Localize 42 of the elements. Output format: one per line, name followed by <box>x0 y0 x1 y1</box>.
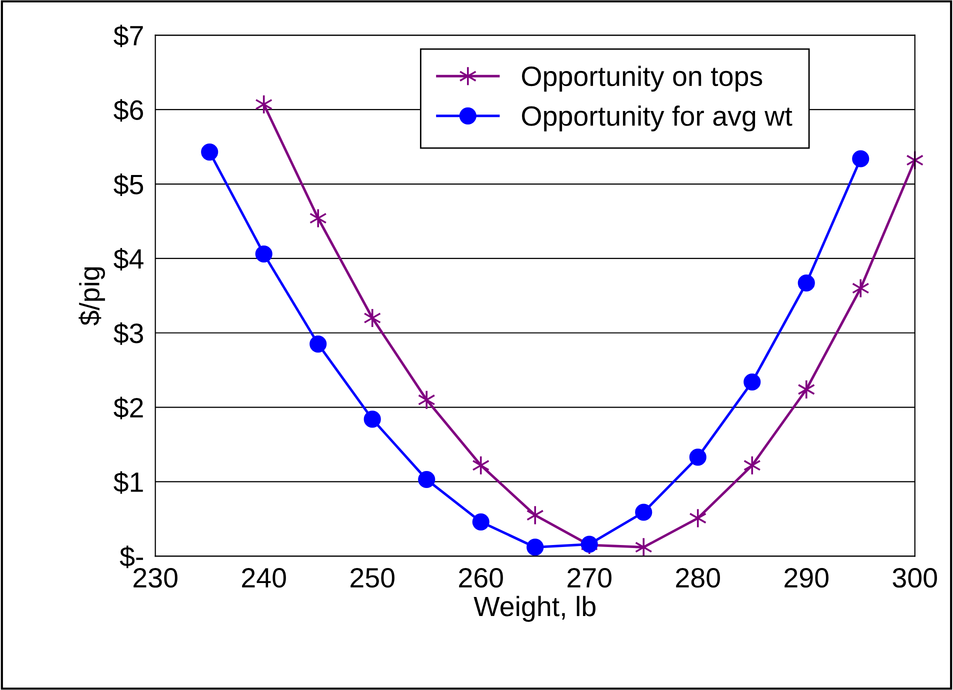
point <box>364 308 382 328</box>
y-tick-label: $- <box>120 546 143 568</box>
x-tick-label: 290 <box>784 568 828 588</box>
point <box>310 335 327 353</box>
point <box>743 455 761 476</box>
legend-label: Opportunity for avg wt <box>522 106 792 132</box>
point <box>526 505 544 526</box>
point <box>201 143 218 161</box>
point <box>418 390 436 410</box>
x-tick-label: 230 <box>134 568 178 588</box>
point <box>472 455 490 476</box>
x-tick-label: 280 <box>676 568 720 588</box>
point <box>798 274 815 292</box>
point <box>744 373 761 391</box>
x-tick-label: 300 <box>892 568 937 588</box>
x-axis-title: Weight, lb <box>474 596 596 622</box>
legend-label: Opportunity on tops <box>522 66 762 92</box>
point <box>364 410 381 428</box>
point <box>798 380 816 400</box>
y-tick-label: $4 <box>114 248 144 270</box>
point <box>526 538 544 556</box>
y-tick-label: $5 <box>114 174 144 196</box>
point <box>689 448 706 466</box>
point <box>309 208 327 228</box>
point <box>852 150 870 168</box>
y-tick-label: $6 <box>114 99 144 122</box>
point <box>634 537 652 558</box>
x-tick-label: 270 <box>568 568 612 588</box>
point <box>852 278 870 298</box>
x-tick-label: 240 <box>242 568 286 588</box>
y-axis-title: $/pig <box>78 267 105 326</box>
y-tick-label: $2 <box>114 396 143 420</box>
y-tick-label: $3 <box>114 322 144 345</box>
y-tick-label: $1 <box>114 471 143 494</box>
point <box>418 470 436 488</box>
x-tick-label: 250 <box>350 568 394 588</box>
x-tick-label: 260 <box>459 568 503 588</box>
point <box>255 245 272 263</box>
point <box>635 504 652 521</box>
y-tick-label: $7 <box>114 24 143 48</box>
point <box>472 513 490 530</box>
point <box>689 508 707 528</box>
